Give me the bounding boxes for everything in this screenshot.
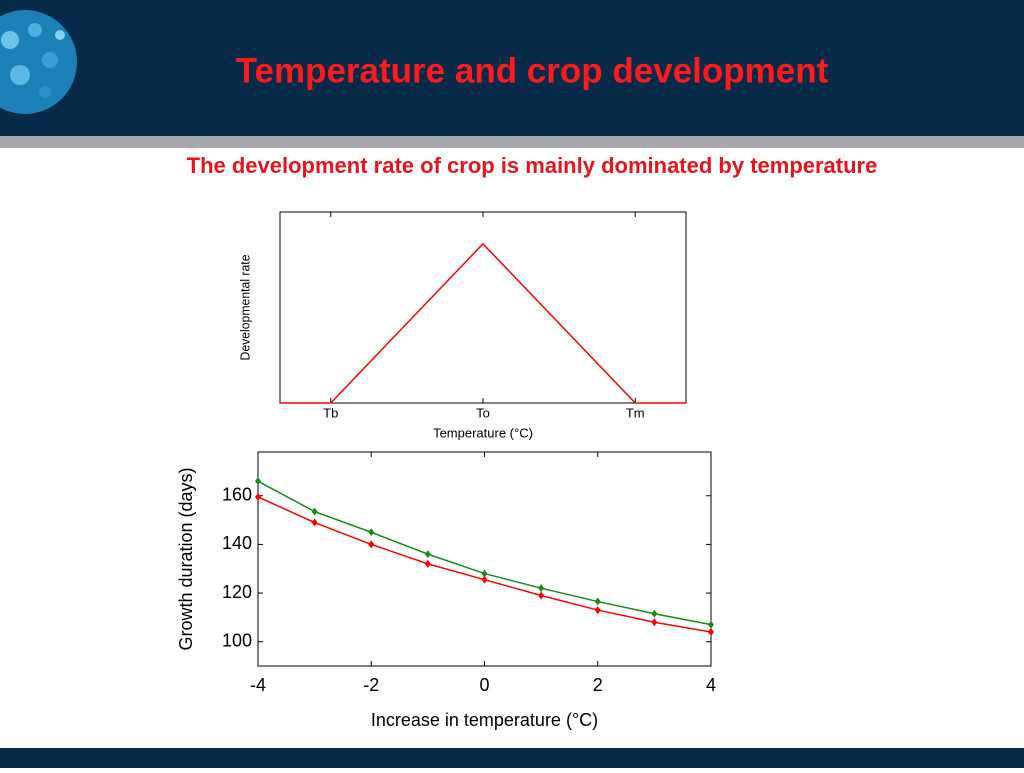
x-axis-label: Increase in temperature (°C) bbox=[371, 710, 598, 730]
plot-area bbox=[279, 211, 687, 404]
point-marker bbox=[708, 620, 714, 629]
globe-logo bbox=[0, 10, 77, 114]
point-marker bbox=[651, 609, 658, 618]
point-marker bbox=[708, 627, 714, 636]
x-tick-label: Tm bbox=[626, 405, 645, 420]
point-marker bbox=[368, 540, 375, 549]
x-tick-label: To bbox=[476, 405, 490, 420]
point-marker bbox=[255, 477, 261, 486]
x-tick-label: Tb bbox=[323, 405, 338, 420]
y-tick-label: 140 bbox=[222, 533, 252, 553]
slide-title: Temperature and crop development bbox=[236, 51, 829, 90]
x-tick-label: 4 bbox=[706, 675, 716, 695]
y-axis-label: Growth duration (days) bbox=[176, 467, 196, 650]
point-marker bbox=[651, 618, 658, 627]
x-tick-label: 2 bbox=[593, 675, 603, 695]
point-marker bbox=[368, 528, 375, 537]
point-marker bbox=[255, 492, 261, 501]
x-tick-label: -4 bbox=[250, 675, 266, 695]
y-tick-label: 120 bbox=[222, 582, 252, 602]
x-axis-label: Temperature (°C) bbox=[433, 425, 533, 440]
point-marker bbox=[481, 575, 488, 584]
point-marker bbox=[481, 569, 488, 578]
point-marker bbox=[538, 584, 545, 593]
point-marker bbox=[311, 507, 318, 516]
point-marker bbox=[424, 559, 431, 568]
series-line bbox=[280, 242, 686, 404]
point-marker bbox=[424, 550, 431, 559]
point-marker bbox=[594, 606, 601, 615]
y-tick-label: 100 bbox=[222, 630, 252, 650]
x-tick-label: 0 bbox=[479, 675, 489, 695]
plot-area bbox=[257, 451, 712, 667]
point-marker bbox=[594, 597, 601, 606]
point-marker bbox=[538, 591, 545, 600]
y-axis-label: Developmental rate bbox=[237, 255, 252, 361]
y-tick-label: 160 bbox=[222, 485, 252, 505]
slide-subtitle: The development rate of crop is mainly d… bbox=[187, 153, 878, 178]
header-strip bbox=[0, 136, 1024, 148]
header-band bbox=[0, 0, 1024, 136]
x-tick-label: -2 bbox=[363, 675, 379, 695]
footer-band bbox=[0, 748, 1024, 768]
point-marker bbox=[311, 518, 318, 527]
